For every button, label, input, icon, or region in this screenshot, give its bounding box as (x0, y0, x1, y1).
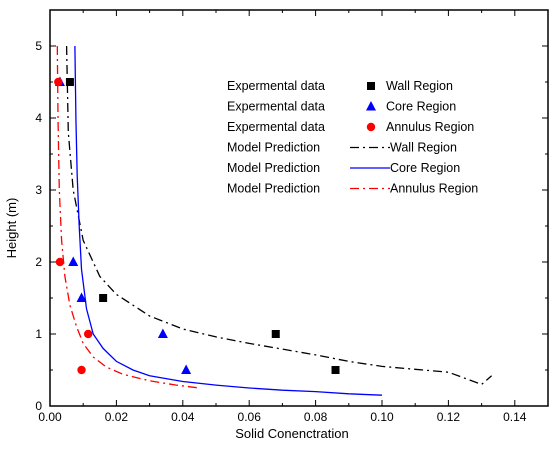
plot-border (49, 9, 549, 407)
legend-category: Expermental data (227, 100, 325, 114)
data-point (68, 256, 79, 266)
legend-marker (367, 82, 375, 90)
series-line (74, 45, 383, 396)
x-tick-label: 0.00 (38, 410, 62, 424)
data-point (83, 329, 93, 339)
legend-label: Wall Region (386, 79, 453, 93)
x-tick-label: 0.06 (238, 410, 262, 424)
series-layer (54, 45, 493, 396)
x-tick-label: 0.04 (171, 410, 195, 424)
legend-label: Core Region (390, 161, 460, 175)
legend-item: Expermental data Core Region (227, 100, 456, 114)
data-point (54, 77, 63, 87)
y-tick-label: 5 (35, 39, 42, 53)
legend-item: Model Prediction Wall Region (227, 141, 457, 155)
legend-label: Core Region (386, 100, 456, 114)
legend-category: Model Prediction (227, 141, 320, 155)
legend-label: Wall Region (390, 141, 457, 155)
series-line (56, 45, 200, 389)
legend-marker (366, 101, 376, 111)
legend-category: Model Prediction (227, 161, 320, 175)
y-tick-label: 2 (35, 255, 42, 269)
plot-frame (49, 9, 549, 407)
data-point (55, 257, 65, 267)
series-line-wall-region (65, 45, 493, 386)
legend-item: Model Prediction Core Region (227, 161, 460, 175)
x-tick-label: 0.08 (304, 410, 328, 424)
data-point (99, 294, 108, 302)
series-line (65, 45, 493, 386)
y-axis-label: Height (m) (4, 198, 19, 259)
x-axis-label: Solid Conenctration (235, 426, 348, 441)
x-tick-label: 0.10 (370, 410, 394, 424)
y-tick-label: 0 (35, 399, 42, 413)
legend-item: Model Prediction Annulus Region (227, 182, 478, 196)
legend-label: Annulus Region (386, 120, 474, 134)
data-point (271, 330, 280, 338)
legend-category: Expermental data (227, 79, 325, 93)
series-line-core-region (74, 45, 383, 396)
x-tick-label: 0.14 (503, 410, 527, 424)
legend-item: Expermental data Annulus Region (227, 120, 474, 134)
legend-label: Annulus Region (390, 182, 478, 196)
data-point (157, 328, 168, 338)
y-tick-label: 3 (35, 183, 42, 197)
series-marker-annulus-region (54, 77, 93, 375)
series-marker-wall-region (65, 78, 340, 374)
x-tick-label: 0.12 (437, 410, 461, 424)
data-point (65, 78, 74, 86)
x-tick-label: 0.02 (105, 410, 129, 424)
legend-item: Expermental data Wall Region (227, 79, 453, 93)
series-line-annulus-region (56, 45, 200, 389)
legend-marker (366, 122, 376, 132)
data-point (77, 365, 86, 375)
data-point (76, 292, 87, 302)
data-point (181, 364, 192, 374)
y-tick-label: 1 (35, 327, 42, 341)
legend-category: Expermental data (227, 120, 325, 134)
data-point (331, 366, 340, 374)
axis-ticks: 0.00 0.02 0.04 0.06 0.08 0.10 0.12 0.14 0 1 2 3 4 5 (35, 10, 548, 424)
y-tick-label: 4 (35, 111, 42, 125)
legend-category: Model Prediction (227, 182, 320, 196)
